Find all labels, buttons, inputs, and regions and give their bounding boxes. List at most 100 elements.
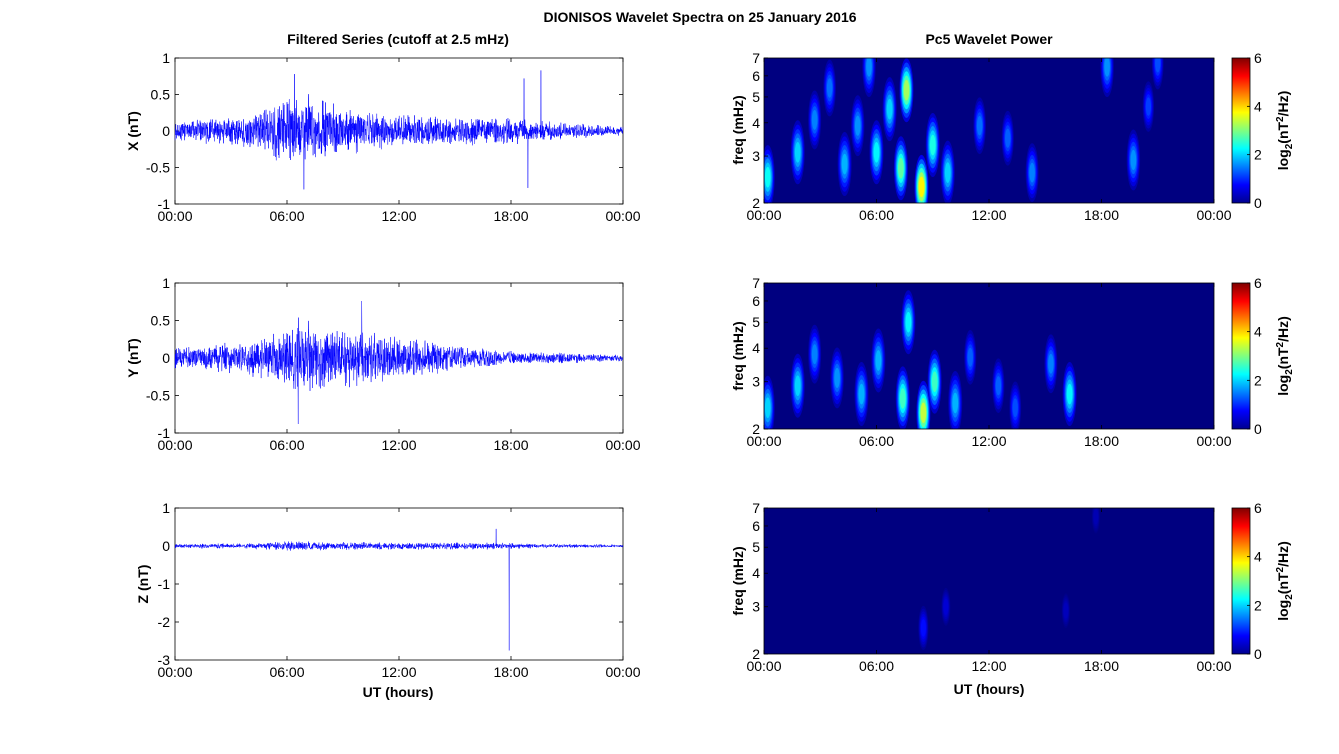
y-tick-label: 3 <box>752 374 760 390</box>
y-tick-label: 2 <box>752 195 760 211</box>
power-blob <box>920 619 926 637</box>
colorbar-tick-label: 4 <box>1254 324 1262 340</box>
y-tick-label: 4 <box>752 340 760 356</box>
x-tick-label: 06:00 <box>859 658 894 674</box>
x-tick-label: 12:00 <box>971 658 1006 674</box>
y-tick-label: -2 <box>158 614 171 630</box>
z-series-axes-box <box>174 507 624 661</box>
colorbar-tick-label: 6 <box>1254 50 1262 66</box>
power-blob <box>1093 508 1099 525</box>
x-tick-label: 18:00 <box>493 208 528 224</box>
x-tick-label: 06:00 <box>859 207 894 223</box>
y-wavelet-power-blobs <box>764 290 1077 429</box>
y-tick-label: 6 <box>752 68 760 84</box>
y-tick-label: 4 <box>752 115 760 131</box>
y-tick-label: -1 <box>158 425 171 441</box>
figure-title: DIONISOS Wavelet Spectra on 25 January 2… <box>543 9 856 25</box>
z-wavelet-background <box>764 508 1214 654</box>
power-blob <box>764 166 771 188</box>
power-blob <box>918 176 925 198</box>
y-tick-label: 1 <box>162 50 170 66</box>
power-blob <box>1063 602 1069 619</box>
z-wavelet-y-ticks: 7 6 5 4 3 2 <box>752 500 768 662</box>
power-blob <box>899 388 906 409</box>
x-tick-label: 06:00 <box>269 664 304 680</box>
y-tick-label: 7 <box>752 500 760 516</box>
power-blob <box>944 162 951 183</box>
power-blob <box>886 98 893 120</box>
x-series-panel: X (nT) 10.50-0.5-1 00:00 06:00 12:00 18:00 0… <box>125 50 641 224</box>
y-tick-label: 4 <box>752 565 760 581</box>
power-blob <box>903 79 910 101</box>
y-tick-label: -3 <box>158 652 171 668</box>
y-tick-label: 5 <box>752 539 760 555</box>
y-tick-label: 3 <box>752 599 760 615</box>
power-blob <box>952 392 959 414</box>
power-blob <box>764 397 771 419</box>
power-blob <box>1012 398 1018 418</box>
y-tick-label: -0.5 <box>146 388 170 404</box>
x-tick-label: 06:00 <box>269 437 304 453</box>
power-blob <box>841 153 848 175</box>
power-blob <box>995 376 1002 396</box>
z-series-xlabel: UT (hours) <box>363 684 434 700</box>
x-tick-label: 12:00 <box>381 208 416 224</box>
x-tick-label: 00:00 <box>157 437 192 453</box>
power-blob <box>826 78 833 98</box>
y-wavelet-ylabel: freq (mHz) <box>730 321 746 390</box>
colorbar-tick-label: 4 <box>1254 98 1262 114</box>
power-blob <box>920 402 927 424</box>
z-wavelet-panel: freq (mHz) UT (hours) 7 6 5 4 3 2 00:00 06:00 1… <box>730 500 1295 697</box>
y-wavelet-y-ticks: 7 6 5 4 3 2 <box>752 275 768 437</box>
y-tick-label: 2 <box>752 421 760 437</box>
y-tick-label: 5 <box>752 89 760 105</box>
z-wavelet-colorbar: 6 4 2 0 log2(nT2/Hz) <box>1231 500 1295 662</box>
x-tick-label: 12:00 <box>971 433 1006 449</box>
x-series-trace <box>174 70 624 190</box>
y-wavelet-x-ticks: 00:00 06:00 12:00 18:00 00:00 <box>746 283 1232 449</box>
power-blob <box>943 598 949 615</box>
y-tick-label: 6 <box>752 518 760 534</box>
z-wavelet-x-ticks: 00:00 06:00 12:00 18:00 00:00 <box>746 508 1232 674</box>
colorbar-tick-label: 0 <box>1254 195 1262 211</box>
power-blob <box>929 134 936 156</box>
x-tick-label: 00:00 <box>746 207 781 223</box>
x-tick-label: 18:00 <box>493 664 528 680</box>
x-tick-label: 12:00 <box>381 664 416 680</box>
colorbar-tick-label: 4 <box>1254 549 1262 565</box>
y-tick-label: 7 <box>752 50 760 66</box>
y-series-trace <box>174 300 624 425</box>
x-tick-label: 18:00 <box>1084 658 1119 674</box>
x-series-ylabel: X (nT) <box>125 111 141 151</box>
x-tick-label: 00:00 <box>1196 433 1231 449</box>
power-blob <box>1145 97 1151 116</box>
x-wavelet-x-ticks: 00:00 06:00 12:00 18:00 00:00 <box>746 58 1232 223</box>
z-series-x-ticks: 00:00 06:00 12:00 18:00 00:00 <box>157 508 641 680</box>
right-column-title: Pc5 Wavelet Power <box>925 31 1053 47</box>
power-blob <box>898 157 904 179</box>
colorbar-tick-label: 0 <box>1254 646 1262 662</box>
z-wavelet-xlabel: UT (hours) <box>954 681 1025 697</box>
x-tick-label: 00:00 <box>157 664 192 680</box>
colorbar-gradient <box>1231 282 1251 430</box>
z-series-ylabel: Z (nT) <box>135 565 151 604</box>
power-blob <box>811 344 818 365</box>
power-blob <box>875 350 882 371</box>
y-tick-label: 2 <box>752 646 760 662</box>
y-tick-label: 3 <box>752 148 760 164</box>
y-series-panel: Y (nT) 10.50-0.5-1 00:00 06:00 12:00 18:00 0… <box>125 275 641 453</box>
y-tick-label: 1 <box>162 275 170 291</box>
y-tick-label: 5 <box>752 314 760 330</box>
x-series-x-ticks: 00:00 06:00 12:00 18:00 00:00 <box>157 58 641 224</box>
x-tick-label: 00:00 <box>605 208 640 224</box>
z-series-y-ticks: 1 0 -1 -2 -3 <box>158 500 623 668</box>
z-series-trace <box>174 528 624 651</box>
power-blob <box>794 375 801 397</box>
colorbar-tick-label: 2 <box>1254 372 1262 388</box>
y-tick-label: 0.5 <box>151 313 171 329</box>
y-tick-label: 6 <box>752 293 760 309</box>
x-tick-label: 12:00 <box>381 437 416 453</box>
